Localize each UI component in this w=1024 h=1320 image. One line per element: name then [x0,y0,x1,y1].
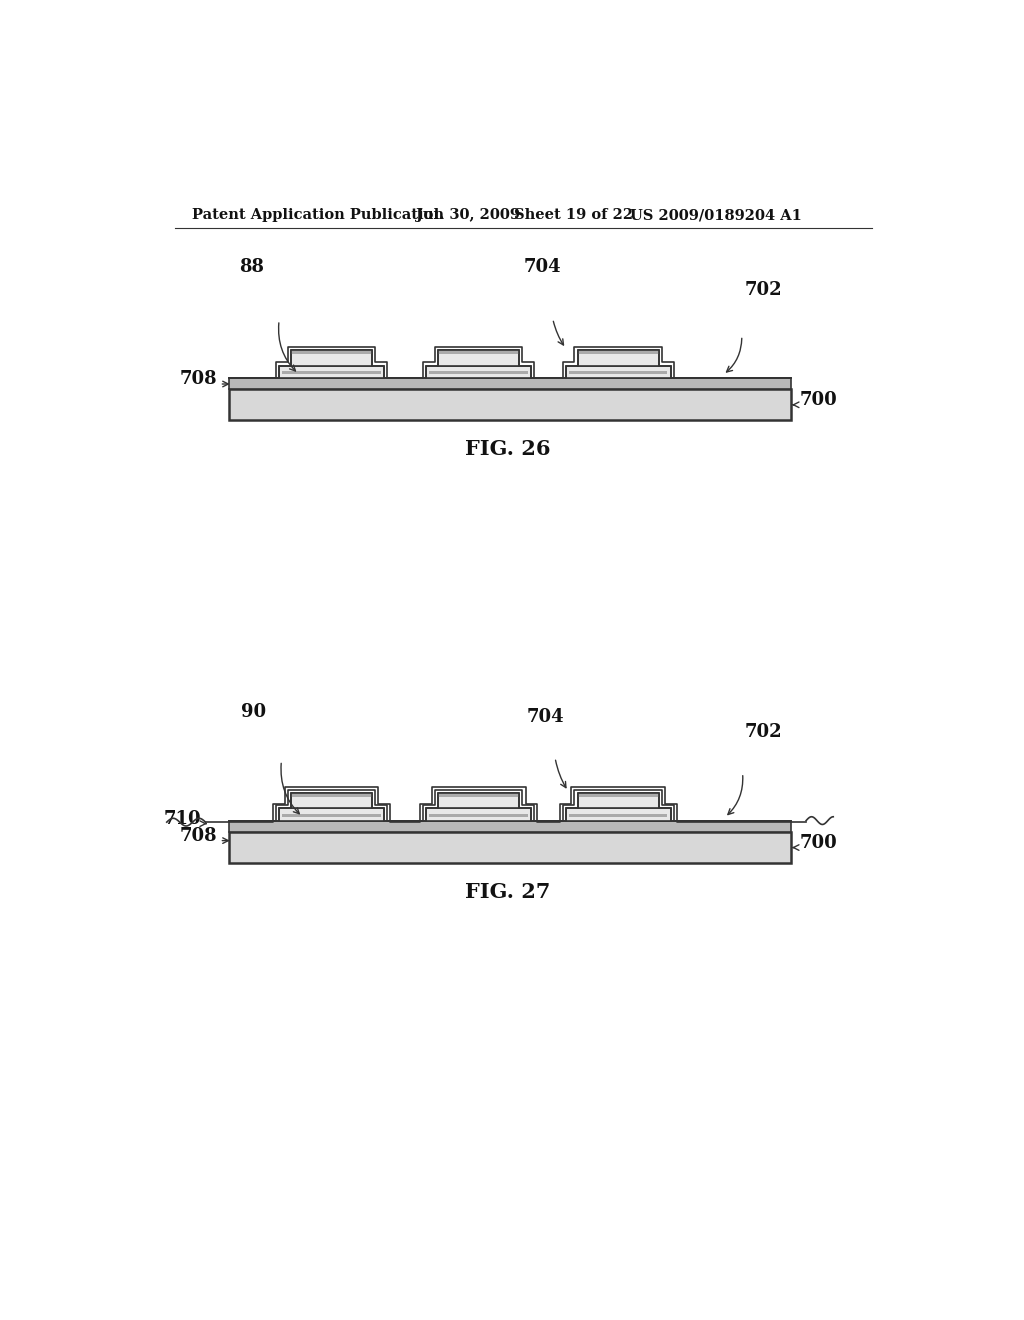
Bar [429,371,528,374]
Bar [280,366,384,378]
Bar [291,350,372,366]
Text: 702: 702 [744,281,781,300]
Bar [228,378,791,389]
Bar [578,793,658,808]
Text: Jul. 30, 2009: Jul. 30, 2009 [417,209,520,223]
Text: 710: 710 [164,810,202,829]
Text: 704: 704 [524,259,561,276]
Bar [291,793,372,797]
Text: 708: 708 [179,370,217,388]
Bar [569,813,668,817]
Text: 708: 708 [179,826,217,845]
Text: 700: 700 [799,391,837,409]
Text: 700: 700 [799,833,837,851]
Text: Sheet 19 of 22: Sheet 19 of 22 [514,209,633,223]
Bar [429,813,528,817]
Bar [426,366,531,378]
Bar [438,793,519,797]
Text: 88: 88 [240,259,264,276]
Text: FIG. 26: FIG. 26 [465,438,551,459]
Bar [566,366,671,378]
Bar [228,832,791,863]
Bar [566,808,671,821]
Bar [283,813,381,817]
Bar [426,808,531,821]
Bar [438,793,519,808]
Text: 704: 704 [526,708,564,726]
Bar [228,821,791,832]
Bar [578,350,658,366]
Bar [438,350,519,354]
Bar [283,371,381,374]
Bar [228,389,791,420]
Bar [578,793,658,797]
Bar [569,371,668,374]
Bar [280,808,384,821]
Text: 702: 702 [744,723,781,742]
Bar [291,350,372,354]
Text: FIG. 27: FIG. 27 [465,882,551,902]
Bar [578,350,658,354]
Text: 90: 90 [241,702,266,721]
Bar [291,793,372,808]
Text: Patent Application Publication: Patent Application Publication [191,209,443,223]
Bar [438,350,519,366]
Text: US 2009/0189204 A1: US 2009/0189204 A1 [630,209,802,223]
